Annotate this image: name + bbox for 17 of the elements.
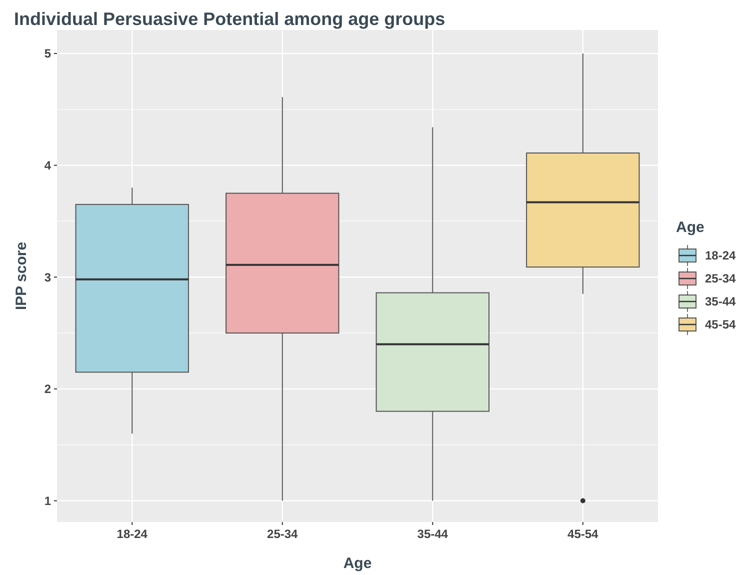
y-tick-label: 1 [44, 494, 52, 508]
legend-label: 45-54 [705, 318, 736, 332]
y-tick-label: 2 [44, 382, 52, 396]
y-tick-label: 3 [44, 270, 52, 284]
y-axis-title: IPP score [13, 242, 30, 310]
y-tick-label: 5 [44, 46, 52, 61]
legend-title: Age [676, 219, 704, 236]
chart-title: Individual Persuasive Potential among age groups [14, 9, 446, 29]
x-tick-label: 25-34 [267, 527, 298, 541]
legend-label: 18-24 [705, 248, 736, 263]
legend-label: 35-44 [705, 294, 736, 309]
y-tick-label: 4 [44, 158, 52, 172]
x-tick-label: 35-44 [417, 527, 448, 541]
x-tick-label: 45-54 [568, 527, 599, 541]
legend-label: 25-34 [705, 272, 736, 286]
x-axis-title: Age [343, 555, 372, 572]
x-tick-label: 18-24 [116, 527, 148, 541]
